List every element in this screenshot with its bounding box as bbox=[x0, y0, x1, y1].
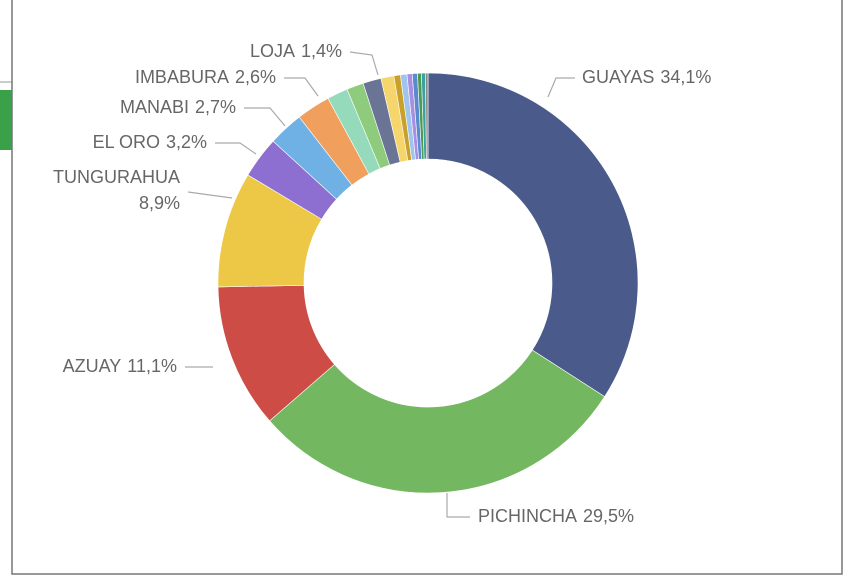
slice-label: AZUAY bbox=[63, 356, 122, 376]
slice-label: MANABI bbox=[120, 97, 189, 117]
frame bbox=[11, 0, 843, 575]
slice-label-group: MANABI 2,7% bbox=[120, 97, 236, 117]
slices bbox=[217, 72, 639, 494]
slice-label-group: EL ORO 3,2% bbox=[93, 132, 207, 152]
slice-value-label: 2,7% bbox=[195, 97, 236, 117]
slice-label-group: AZUAY 11,1% bbox=[63, 356, 177, 376]
slice-value-label: 1,4% bbox=[301, 41, 342, 61]
slice-label-group: LOJA 1,4% bbox=[250, 41, 342, 61]
slice-label: EL ORO bbox=[93, 132, 160, 152]
leader-line bbox=[244, 107, 286, 127]
slice-label: PICHINCHA bbox=[478, 506, 577, 526]
slice-value-label: 34,1% bbox=[660, 67, 711, 87]
slice-label: LOJA bbox=[250, 41, 295, 61]
leader-line bbox=[284, 77, 319, 97]
leader-line bbox=[547, 77, 575, 98]
slice-label: IMBABURA bbox=[135, 67, 229, 87]
slice-label: GUAYAS bbox=[582, 67, 654, 87]
slice-value-label: 29,5% bbox=[583, 506, 634, 526]
slice-value-label: 11,1% bbox=[127, 356, 177, 376]
leader-line bbox=[446, 493, 470, 518]
slice-value-label: 8,9% bbox=[139, 193, 180, 213]
leader-line bbox=[215, 142, 257, 155]
slice bbox=[427, 72, 639, 398]
slice-value-label: 2,6% bbox=[235, 67, 276, 87]
slice-label-group: GUAYAS 34,1% bbox=[582, 67, 711, 87]
slice-label: TUNGURAHUA bbox=[53, 167, 180, 187]
labels: GUAYAS 34,1% PICHINCHA 29,5% AZUAY 11,1% TUNGU… bbox=[53, 41, 711, 526]
side-tab bbox=[0, 90, 12, 150]
slice-label-group: PICHINCHA 29,5% bbox=[478, 506, 634, 526]
leader-line bbox=[349, 51, 379, 76]
leader-line bbox=[187, 191, 233, 199]
slice-value-label: 3,2% bbox=[166, 132, 207, 152]
slice bbox=[425, 72, 429, 160]
slice-label-group: IMBABURA 2,6% bbox=[135, 67, 276, 87]
slice bbox=[269, 349, 606, 494]
